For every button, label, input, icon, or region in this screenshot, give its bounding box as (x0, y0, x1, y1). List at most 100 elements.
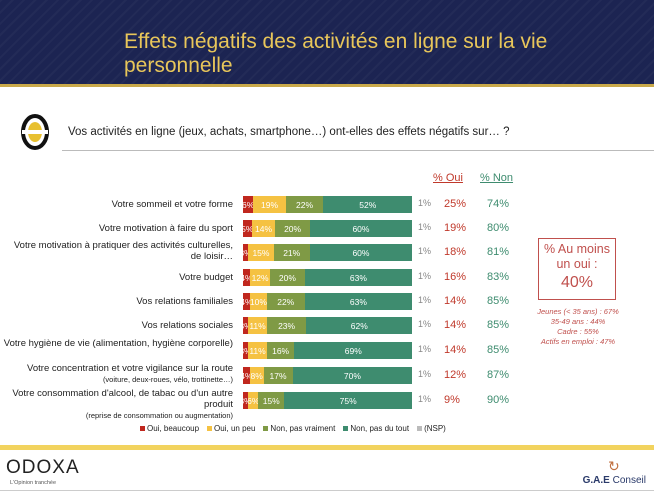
bar-segment-oui-beaucoup: 3% (243, 244, 249, 261)
summary-title: % Au moins un oui : (543, 242, 610, 271)
bar-segment-oui-beaucoup: 3% (243, 392, 249, 409)
category-label: Votre sommeil et votre forme (3, 199, 233, 210)
pct-non-value: 83% (487, 271, 510, 283)
bar-segment-oui-beaucoup: 4% (243, 367, 250, 384)
bar-segment-oui-un-peu: 15% (248, 244, 274, 261)
legend-label: Oui, un peu (214, 424, 256, 433)
stacked-bar: 4%12%20%63% (243, 269, 414, 286)
odoxa-tagline: L'Opinion tranchée (10, 480, 56, 486)
legend-label: Oui, beaucoup (147, 424, 200, 433)
summary-detail: Jeunes (< 35 ans) : 67% (537, 307, 619, 316)
bar-segment-non-pas-vraiment: 17% (263, 367, 293, 384)
pct-non-value: 90% (487, 394, 510, 406)
nsp-label: 1% (418, 369, 432, 379)
summary-box: % Au moins un oui : 40% (538, 238, 616, 300)
pct-oui-value: 18% (444, 246, 467, 258)
pct-oui-value: 16% (444, 271, 467, 283)
col-header-non: % Non (480, 172, 514, 184)
col-header-oui: % Oui (433, 172, 463, 184)
bar-segment-non-pas-vraiment: 20% (275, 220, 310, 237)
header-banner: Effets négatifs des activités en ligne s… (0, 0, 654, 86)
bar-segment-oui-un-peu: 19% (253, 196, 286, 213)
bar-segment-oui-un-peu: 11% (248, 317, 267, 334)
divider (0, 84, 654, 87)
summary-detail: Actifs en emploi : 47% (540, 337, 616, 346)
category-note: (voiture, deux-roues, vélo, trottinette…… (102, 375, 233, 384)
category-text: Votre motivation à pratiquer des activit… (13, 240, 233, 262)
gae-logo-icon: ↻ (608, 458, 620, 474)
bar-segment-non-pas-du-tout: 60% (309, 220, 413, 237)
stacked-bar: 3%6%15%75% (243, 392, 414, 409)
page-title: Effets négatifs des activités en ligne s… (124, 30, 548, 77)
bar-segment-non-pas-du-tout: 63% (304, 293, 413, 310)
pct-non-value: 85% (487, 295, 510, 307)
bar-segment-oui-un-peu: 6% (248, 392, 259, 409)
pct-oui-value: 19% (444, 222, 467, 234)
category-label: Votre consommation d'alcool, de tabac ou… (3, 388, 233, 421)
stacked-bar: 4%8%17%70% (243, 367, 414, 384)
nsp-label: 1% (418, 344, 432, 354)
question-text: Vos activités en ligne (jeux, achats, sm… (68, 126, 510, 138)
category-label: Votre motivation à pratiquer des activit… (3, 240, 233, 262)
category-label: Votre hygiène de vie (alimentation, hygi… (3, 338, 233, 349)
gae-logo: G.A.E Conseil (582, 475, 646, 486)
bar-segment-oui-un-peu: 10% (249, 293, 267, 310)
legend-item: Non, pas vraiment (263, 424, 335, 433)
legend-swatch (343, 426, 349, 432)
bar-segment-oui-un-peu: 12% (249, 269, 271, 286)
category-label: Vos relations familiales (3, 296, 233, 307)
bar-segment-non-pas-du-tout: 60% (309, 244, 413, 261)
category-label: Vos relations sociales (3, 320, 233, 331)
bar-segment-oui-beaucoup: 3% (243, 317, 249, 334)
legend-swatch (417, 426, 423, 432)
legend-swatch (263, 426, 269, 432)
bar-segment-non-pas-du-tout: 62% (306, 317, 413, 334)
pct-oui-value: 14% (444, 295, 467, 307)
category-text: Votre sommeil et votre forme (111, 199, 233, 210)
category-text: Vos relations familiales (136, 296, 233, 307)
pct-oui-value: 14% (444, 344, 467, 356)
pct-oui-value: 9% (444, 394, 460, 406)
bar-segment-non-pas-vraiment: 22% (285, 196, 324, 213)
legend-label: Non, pas vraiment (270, 424, 336, 433)
category-text: Votre consommation d'alcool, de tabac ou… (12, 388, 233, 410)
summary-details: Jeunes (< 35 ans) : 67% 35-49 ans : 44% … (526, 307, 630, 347)
footer-divider (0, 445, 654, 450)
category-text: Votre hygiène de vie (alimentation, hygi… (3, 338, 233, 349)
summary-detail: Cadre : 55% (557, 327, 599, 336)
legend-swatch (140, 426, 145, 432)
pct-non-value: 85% (487, 319, 510, 331)
pct-oui-value: 25% (444, 198, 467, 210)
stacked-bar: 3%15%21%60% (243, 244, 414, 261)
stacked-bar: 6%19%22%52% (243, 196, 414, 213)
bar-segment-non-pas-du-tout: 70% (292, 367, 413, 384)
nsp-label: 1% (418, 198, 432, 208)
stacked-bar: 5%14%20%60% (243, 220, 414, 237)
category-text: Votre motivation à faire du sport (98, 223, 233, 234)
stacked-bar: 3%11%16%69% (243, 342, 414, 359)
pct-oui-value: 14% (444, 319, 467, 331)
bar-segment-oui-beaucoup: 6% (243, 196, 254, 213)
legend-item: Oui, un peu (207, 424, 255, 433)
bar-segment-oui-un-peu: 14% (251, 220, 276, 237)
nsp-label: 1% (418, 319, 432, 329)
pct-oui-value: 12% (444, 369, 467, 381)
category-text: Vos relations sociales (141, 320, 233, 331)
legend-item: Oui, beaucoup (140, 424, 199, 433)
bar-segment-oui-beaucoup: 4% (243, 293, 250, 310)
pct-non-value: 87% (487, 369, 510, 381)
stacked-bar: 4%10%22%63% (243, 293, 414, 310)
category-text: Votre concentration et votre vigilance s… (27, 363, 233, 374)
legend-item: Non, pas du tout (343, 424, 409, 433)
bar-segment-non-pas-vraiment: 15% (258, 392, 285, 409)
bar-segment-non-pas-du-tout: 63% (304, 269, 413, 286)
divider (0, 490, 654, 491)
bar-segment-non-pas-vraiment: 21% (273, 244, 310, 261)
bar-segment-non-pas-du-tout: 75% (284, 392, 413, 409)
odoxa-logo-icon (21, 114, 49, 150)
nsp-label: 1% (418, 295, 432, 305)
bar-segment-non-pas-vraiment: 16% (266, 342, 295, 359)
bar-segment-non-pas-vraiment: 20% (270, 269, 305, 286)
odoxa-logo: ODOXA (6, 457, 80, 478)
category-text: Votre budget (179, 272, 233, 283)
